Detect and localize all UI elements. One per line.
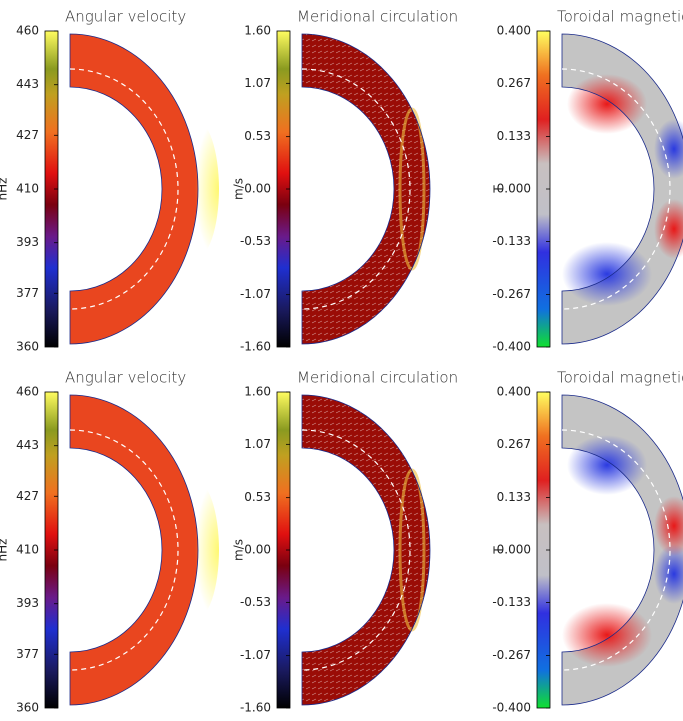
colorbar-tick-label: 0.00 [244, 543, 271, 557]
shell-outline [301, 33, 431, 345]
panel-title: Angular velocity [65, 8, 186, 26]
colorbar-unit: T [492, 185, 506, 194]
colorbar-tick-label: -0.267 [492, 648, 531, 662]
panel: Angular velocity 460 443 427 410 393 377 360 nHz [0, 369, 219, 715]
colorbar-tick-label: 0.000 [497, 543, 531, 557]
panel: Toroidal magnetic field 0.400 0.267 0.133 0.… [492, 8, 683, 354]
colorbar-tick-label: 0.000 [497, 182, 531, 196]
colorbar-tick-label: 443 [16, 77, 39, 91]
colorbar-tick-label: 0.00 [244, 182, 271, 196]
colorbar-tick-label: 0.133 [497, 129, 531, 143]
tachocline [301, 68, 411, 310]
colorbar-tick-label: 0.133 [497, 490, 531, 504]
panel-title: Toroidal magnetic field [557, 8, 683, 26]
colorbar-tick-label: -0.133 [492, 234, 531, 248]
colorbar-unit: T [492, 546, 506, 555]
colorbar-tick-label: 0.53 [244, 490, 271, 504]
shell-outline [301, 394, 431, 706]
colorbar-tick-label: -0.53 [240, 234, 271, 248]
flux-blob [654, 199, 683, 259]
surface-band [171, 480, 219, 620]
flux-blob [567, 435, 647, 495]
colorbar-tick-label: 0.400 [497, 24, 531, 38]
tachocline [561, 429, 671, 671]
colorbar-tick-label: -0.53 [240, 595, 271, 609]
shell-field [562, 395, 683, 705]
colorbar-unit: nHz [0, 178, 10, 201]
colorbar-tick-label: 1.60 [244, 24, 271, 38]
panel-title: Toroidal magnetic field [557, 369, 683, 387]
colorbar-tick-label: 443 [16, 438, 39, 452]
colorbar-tick-label: -1.07 [240, 648, 271, 662]
shell-outline [69, 33, 199, 345]
panel-title: Meridional circulation [297, 369, 458, 387]
colorbar-tick-label: 0.400 [497, 385, 531, 399]
colorbar-tick-label: 0.267 [497, 437, 531, 451]
colorbar-tick-label: 0.267 [497, 76, 531, 90]
colorbar-unit: nHz [0, 539, 10, 562]
colorbar-tick-label: 1.07 [244, 76, 271, 90]
colorbar-tick-label: -1.60 [240, 701, 271, 715]
colorbar-tick-label: 360 [16, 340, 39, 354]
shell-outline [561, 394, 683, 706]
colorbar-tick-label: 393 [16, 235, 39, 249]
tachocline [301, 429, 411, 671]
colorbar-tick-label: -0.400 [492, 340, 531, 354]
colorbar-unit: m/s [232, 178, 246, 200]
panel: Toroidal magnetic field 0.400 0.267 0.133 0.… [492, 369, 683, 715]
colorbar-tick-label: -0.400 [492, 701, 531, 715]
colorbar-tick-label: 410 [16, 543, 39, 557]
colorbar-tick-label: -1.60 [240, 340, 271, 354]
flux-blob [654, 544, 683, 604]
flux-blob [654, 496, 683, 556]
panels: Angular velocity 460 443 427 410 393 377 360 nHz… [0, 8, 683, 715]
colorbar-tick-label: 427 [16, 128, 39, 142]
shell-field [70, 34, 198, 344]
shell-outline [69, 394, 199, 706]
panel: Angular velocity 460 443 427 410 393 377 360 nHz [0, 8, 219, 354]
shell-field [562, 34, 683, 344]
colorbar-tick-label: 460 [16, 24, 39, 38]
shell-outline [561, 33, 683, 345]
colorbar-tick-label: 360 [16, 701, 39, 715]
colorbar-tick-label: -1.07 [240, 287, 271, 301]
colorbar-tick-label: 1.07 [244, 437, 271, 451]
colorbar-tick-label: 460 [16, 385, 39, 399]
colorbar-tick-label: -0.133 [492, 595, 531, 609]
colorbar-tick-label: 410 [16, 182, 39, 196]
colorbar-tick-label: 393 [16, 596, 39, 610]
colorbar-unit: m/s [232, 539, 246, 561]
tachocline [69, 68, 179, 310]
panel: Meridional circulation 1.60 1.07 0.53 0.00 -0… [232, 369, 459, 715]
colorbar-tick-label: 377 [16, 286, 39, 300]
surface-band [171, 119, 219, 259]
streaks [302, 394, 437, 706]
panel-title: Meridional circulation [297, 8, 458, 26]
colorbar-tick-label: 1.60 [244, 385, 271, 399]
flux-blob [567, 74, 647, 134]
streaks [302, 33, 437, 345]
flux-blob [654, 119, 683, 179]
tachocline [561, 68, 671, 310]
tachocline [69, 429, 179, 671]
colorbar-tick-label: 0.53 [244, 129, 271, 143]
panel-title: Angular velocity [65, 369, 186, 387]
colorbar-tick-label: 377 [16, 647, 39, 661]
colorbar-tick-label: 427 [16, 489, 39, 503]
panel: Meridional circulation 1.60 1.07 0.53 0.00 -0… [232, 8, 459, 354]
colorbar-tick-label: -0.267 [492, 287, 531, 301]
shell-field [70, 395, 198, 705]
